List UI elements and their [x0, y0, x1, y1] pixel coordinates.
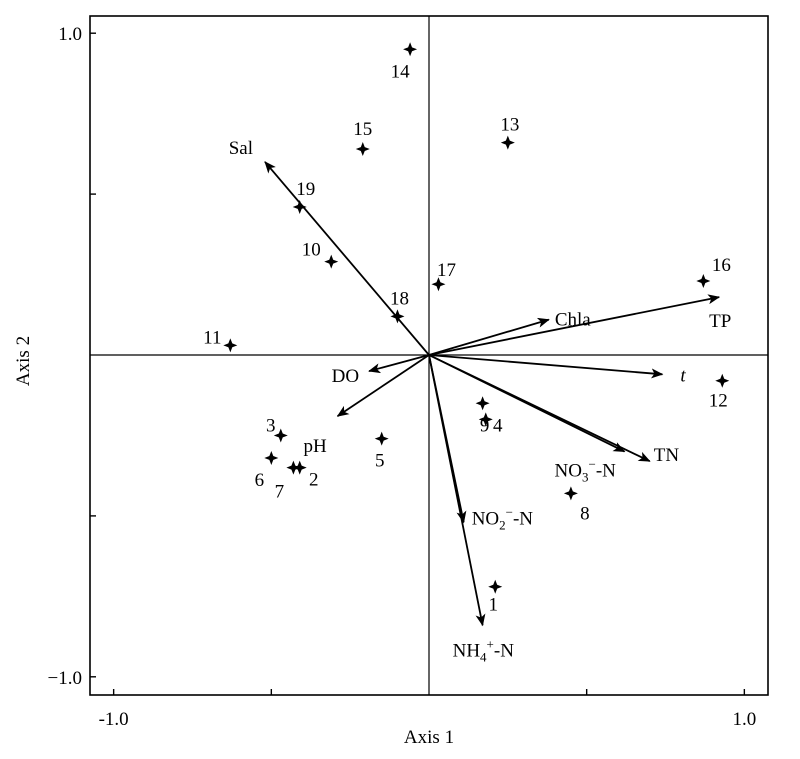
site-point-8	[563, 486, 578, 501]
site-label-5: 5	[375, 451, 385, 472]
site-label-6: 6	[255, 470, 265, 491]
site-label-3: 3	[266, 415, 276, 436]
site-label-2: 2	[309, 470, 319, 491]
x-tick-label: 1.0	[732, 709, 756, 730]
vector-do	[368, 354, 430, 374]
x-tick-label: -1.0	[99, 709, 129, 730]
vector-tp	[428, 294, 721, 356]
site-point-14	[403, 42, 418, 57]
vector-no3-n	[428, 354, 626, 453]
site-point-9	[475, 396, 490, 411]
site-label-1: 1	[488, 595, 498, 616]
site-label-4: 4	[493, 415, 503, 436]
site-point-3	[273, 428, 288, 443]
site-point-4	[478, 412, 493, 427]
site-label-16: 16	[712, 255, 731, 276]
vector-label-no2-n: NO2−-N	[472, 504, 534, 532]
vector-ph	[336, 354, 430, 417]
site-point-12	[715, 373, 730, 388]
site-point-10	[324, 254, 339, 269]
site-point-18	[390, 309, 405, 324]
vector-label-tp: TP	[709, 311, 731, 332]
vector-label-ph: pH	[304, 436, 328, 457]
x-axis-label: Axis 1	[404, 727, 454, 748]
site-label-10: 10	[302, 240, 321, 261]
vector-label-nh4-n: NH4+-N	[453, 636, 515, 664]
site-point-15	[355, 142, 370, 157]
site-label-11: 11	[203, 327, 221, 348]
site-point-6	[264, 450, 279, 465]
site-label-8: 8	[580, 503, 590, 524]
y-tick-label: 1.0	[58, 24, 82, 45]
site-label-18: 18	[390, 288, 409, 309]
site-label-15: 15	[353, 119, 372, 140]
site-point-19	[292, 199, 307, 214]
y-tick-label: −1.0	[48, 668, 82, 689]
site-label-12: 12	[709, 391, 728, 412]
vector-label-chla: Chla	[555, 310, 591, 331]
site-label-9: 9	[480, 415, 490, 436]
site-point-7	[286, 460, 301, 475]
vector-label-do: DO	[332, 366, 359, 387]
vector-sal	[264, 161, 430, 356]
site-label-13: 13	[500, 115, 519, 136]
site-label-17: 17	[437, 260, 456, 281]
vector-label-no3-n: NO3−-N	[555, 457, 617, 485]
vector-t	[428, 354, 664, 379]
site-point-16	[696, 273, 711, 288]
site-point-1	[488, 579, 503, 594]
site-label-19: 19	[296, 179, 315, 200]
vector-chla	[428, 317, 550, 356]
site-point-17	[431, 277, 446, 292]
site-label-14: 14	[391, 61, 411, 82]
site-point-13	[500, 135, 515, 150]
site-label-7: 7	[275, 482, 285, 503]
site-point-11	[223, 338, 238, 353]
vector-nh4-n	[428, 354, 486, 627]
vector-label-sal: Sal	[229, 138, 253, 159]
y-axis-label: Axis 2	[13, 336, 34, 386]
site-point-5	[374, 431, 389, 446]
vector-label-tn: TN	[654, 445, 680, 466]
vector-label-t: t	[680, 365, 686, 386]
